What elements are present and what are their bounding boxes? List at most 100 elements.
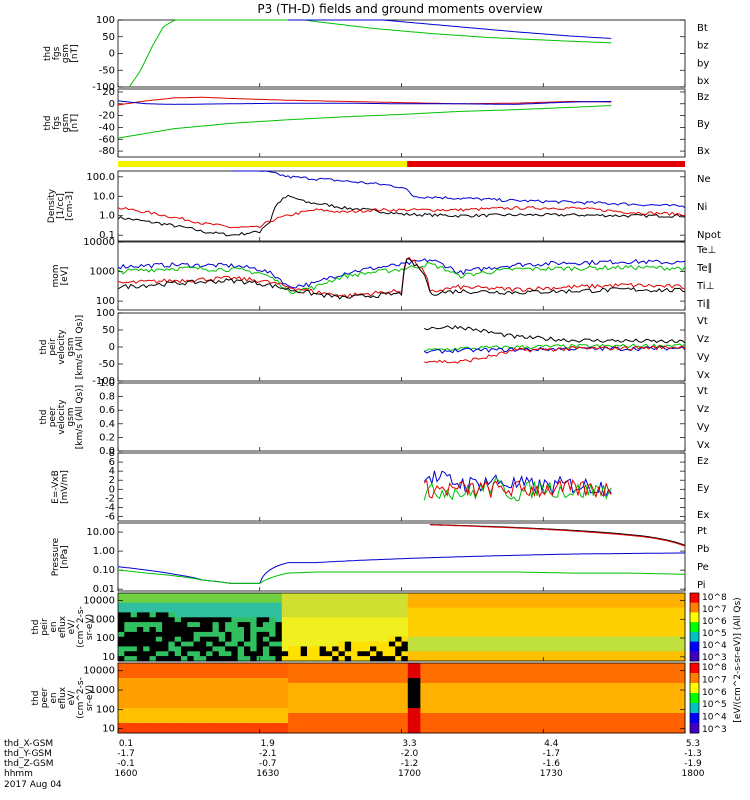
heatmap-cell [294,656,302,662]
heatmap-cell [653,688,661,694]
heatmap-cell [451,593,459,599]
heatmap-cell [395,593,402,599]
heatmap-cell [174,622,182,628]
heatmap-cell [609,631,617,638]
heatmap-cell [565,641,573,647]
heatmap-cell [300,728,308,734]
heatmap-cell [338,678,346,684]
heatmap-cell [313,602,321,609]
heatmap-cell [149,597,157,604]
heatmap-cell [559,593,566,599]
heatmap-cell [237,646,245,652]
time-hhmm-value: 1600 [115,769,138,779]
heatmap-cell [590,713,598,719]
heatmap-cell [275,597,283,604]
y-axis-label: gsm [61,44,71,63]
heatmap-cell [559,651,566,657]
heatmap-cell [162,607,169,613]
heatmap-cell [514,683,522,689]
heatmap-cell [502,607,510,613]
heatmap-cell [212,607,220,613]
heatmap-cell [218,728,226,734]
heatmap-cell [118,663,125,669]
heatmap-cell [118,693,125,699]
series-line-Bz [117,96,612,106]
heatmap-cell [370,723,377,729]
heatmap-cell [508,693,516,699]
heatmap-cell [445,597,453,604]
heatmap-cell [382,607,390,613]
heatmap-cell [546,651,554,657]
heatmap-cell [143,602,150,609]
y-tick-label: 10 [102,652,115,663]
heatmap-cell [546,622,554,628]
heatmap-cell [609,641,617,647]
row-label-hhmm: hhmm [4,769,33,779]
heatmap-cell [426,593,434,599]
heatmap-cell [168,663,176,669]
heatmap-cell [559,641,566,647]
heatmap-cell [363,641,371,647]
heatmap-cell [464,636,472,643]
heatmap-cell [388,718,396,724]
heatmap-cell [256,668,264,674]
y-tick-label: -40 [99,122,115,133]
heatmap-cell [634,622,642,628]
heatmap-cell [603,688,610,694]
heatmap-cell [193,703,201,709]
heatmap-cell [181,683,188,689]
heatmap-cell [433,593,440,599]
heatmap-cell [496,728,503,734]
legend-entry: By [697,119,710,130]
heatmap-cell [552,646,560,652]
heatmap-cell [155,607,163,613]
heatmap-cell [439,651,447,657]
heatmap-cell [250,617,258,623]
heatmap-cell [414,617,421,623]
heatmap-cell [451,651,459,657]
heatmap-cell [281,646,289,652]
heatmap-cell [250,631,258,638]
heatmap-cell [357,673,365,679]
heatmap-cell [426,646,434,652]
heatmap-cell [281,656,289,662]
heatmap-cell [514,673,522,679]
heatmap-cell [294,728,302,734]
heatmap-cell [269,636,276,643]
heatmap-cell [508,698,516,704]
heatmap-cell [319,708,327,714]
y-axis-label: eflux [58,686,68,709]
heatmap-cell [458,646,465,652]
heatmap-cell [250,641,258,647]
heatmap-cell [407,723,415,729]
colorbar-segment [690,678,699,681]
colorbar-segment [690,705,699,709]
y-axis-label: peir [40,618,50,636]
heatmap-cell [414,636,421,643]
heatmap-cell [313,683,321,689]
heatmap-cell [193,617,201,623]
heatmap-cell [527,668,535,674]
heatmap-cell [174,688,182,694]
heatmap-cell [546,718,554,724]
heatmap-cell [212,723,220,729]
heatmap-cell [439,641,447,647]
heatmap-cell [300,678,308,684]
heatmap-cell [168,683,176,689]
heatmap-cell [363,698,371,704]
heatmap-cell [388,693,396,699]
heatmap-cell [521,723,528,729]
heatmap-cell [212,627,220,633]
colorbar-segment [690,612,699,616]
heatmap-cell [445,708,453,714]
heatmap-cell [533,663,541,669]
heatmap-cell [426,597,434,604]
heatmap-cell [451,683,459,689]
heatmap-cell [628,688,636,694]
heatmap-cell [174,723,182,729]
heatmap-cell [565,656,573,662]
heatmap-cell [357,708,365,714]
heatmap-cell [464,698,472,704]
heatmap-cell [483,602,491,609]
heatmap-cell [388,636,396,643]
